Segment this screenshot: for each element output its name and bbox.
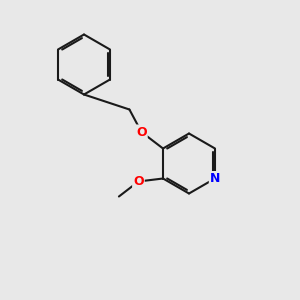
- Text: O: O: [133, 175, 144, 188]
- Text: N: N: [210, 172, 220, 185]
- Text: O: O: [136, 125, 147, 139]
